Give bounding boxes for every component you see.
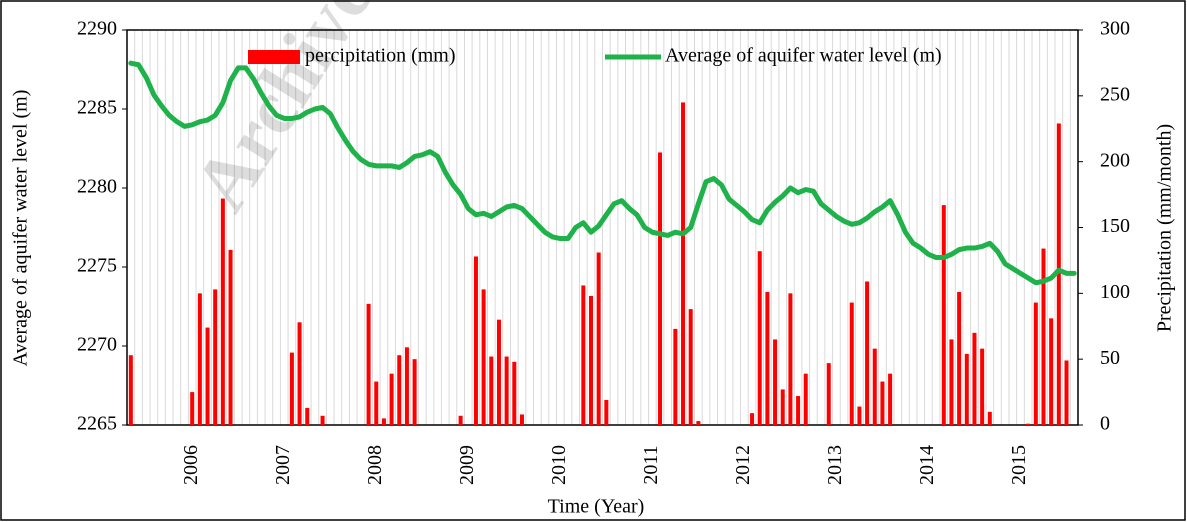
legend-label: Average of aquifer water level (m)	[665, 45, 942, 67]
legend-swatch	[248, 50, 300, 64]
x-tick-label: 2012	[732, 445, 754, 485]
precipitation-bar	[688, 309, 693, 425]
precipitation-bar	[826, 363, 831, 425]
precipitation-bar	[872, 348, 877, 425]
precipitation-bar	[489, 356, 494, 425]
precipitation-bar	[289, 352, 294, 425]
x-tick-label: 2009	[456, 445, 478, 485]
precipitation-bar	[366, 303, 371, 425]
precipitation-bar	[1041, 248, 1046, 425]
y-tick-label: 2265	[77, 413, 117, 435]
precipitation-bar	[596, 252, 601, 425]
precipitation-bar	[1049, 318, 1054, 425]
precipitation-bar	[1056, 123, 1061, 425]
precipitation-bar	[681, 102, 686, 426]
precipitation-bar	[1026, 423, 1031, 425]
precipitation-bar	[197, 293, 202, 425]
precipitation-bar	[696, 421, 701, 425]
x-tick-label: 2007	[272, 445, 294, 485]
precipitation-bar	[604, 399, 609, 425]
precipitation-bar	[1064, 360, 1069, 425]
precipitation-bar	[305, 407, 310, 425]
precipitation-bar	[205, 327, 210, 425]
precipitation-bar	[941, 205, 946, 425]
precipitation-bar	[381, 418, 386, 425]
water-level-line	[128, 60, 1077, 286]
precipitation-bar	[458, 415, 463, 425]
precipitation-bar	[588, 295, 593, 425]
x-axis-title: Time (Year)	[548, 496, 645, 518]
precipitation-bar	[980, 348, 985, 425]
precipitation-bar	[888, 373, 893, 425]
precipitation-bar	[865, 281, 870, 425]
precipitation-bar	[658, 152, 663, 425]
y2-tick-label: 250	[1100, 83, 1130, 105]
x-tick-label: 2006	[180, 445, 202, 485]
y-axis-title: Average of aquifer water level (m)	[10, 90, 32, 367]
precipitation-bar	[389, 373, 394, 425]
precipitation-bar	[412, 359, 417, 425]
precipitation-bar	[297, 322, 302, 425]
precipitation-bar	[972, 332, 977, 425]
y2-tick-label: 0	[1100, 413, 1110, 435]
precipitation-bar	[320, 415, 325, 425]
precipitation-bar	[581, 285, 586, 425]
y-tick-label: 2280	[77, 176, 117, 198]
precipitation-bar	[857, 406, 862, 425]
x-tick-label: 2014	[916, 445, 938, 485]
precipitation-bar	[780, 389, 785, 425]
precipitation-bar	[964, 353, 969, 425]
precipitation-bar	[228, 249, 233, 425]
precipitation-bar	[773, 339, 778, 425]
precipitation-bar	[880, 381, 885, 425]
y2-tick-label: 50	[1100, 347, 1120, 369]
precipitation-bar	[128, 355, 133, 425]
x-tick-label: 2013	[824, 445, 846, 485]
precipitation-bar	[496, 319, 501, 425]
y2-tick-label: 150	[1100, 215, 1130, 237]
precipitation-bar	[397, 355, 402, 425]
y-tick-label: 2285	[77, 97, 117, 119]
precipitation-bar	[220, 198, 225, 425]
precipitation-bar	[987, 411, 992, 425]
y2-tick-label: 300	[1100, 18, 1130, 40]
x-tick-label: 2010	[548, 445, 570, 485]
precipitation-bar	[473, 256, 478, 425]
y2-tick-label: 100	[1100, 281, 1130, 303]
precipitation-bar	[750, 413, 755, 425]
precipitation-bar	[504, 356, 509, 425]
precipitation-bar	[949, 339, 954, 425]
precipitation-bar	[481, 289, 486, 425]
y2-tick-label: 200	[1100, 149, 1130, 171]
precipitation-bar	[190, 392, 195, 425]
x-tick-label: 2008	[364, 445, 386, 485]
precipitation-bar	[1033, 302, 1038, 425]
precipitation-bar	[765, 292, 770, 425]
precipitation-bar	[788, 293, 793, 425]
y-tick-label: 2275	[77, 255, 117, 277]
precipitation-bar	[757, 251, 762, 425]
y2-axis-title: Precipitation (mm/month)	[1154, 124, 1176, 332]
legend-label: percipitation (mm)	[305, 45, 456, 67]
precipitation-bar	[849, 302, 854, 425]
precipitation-bar	[796, 396, 801, 425]
precipitation-bar	[519, 414, 524, 425]
x-tick-label: 2011	[640, 445, 662, 484]
precipitation-bar	[512, 361, 517, 425]
y-tick-label: 2270	[77, 334, 117, 356]
precipitation-bar	[803, 373, 808, 425]
x-tick-label: 2015	[1008, 445, 1030, 485]
precipitation-bar	[404, 347, 409, 425]
precipitation-bar	[213, 289, 218, 425]
precipitation-bar	[673, 328, 678, 425]
precipitation-bar	[374, 381, 379, 425]
y-tick-label: 2290	[77, 18, 117, 40]
precipitation-bar	[957, 292, 962, 425]
